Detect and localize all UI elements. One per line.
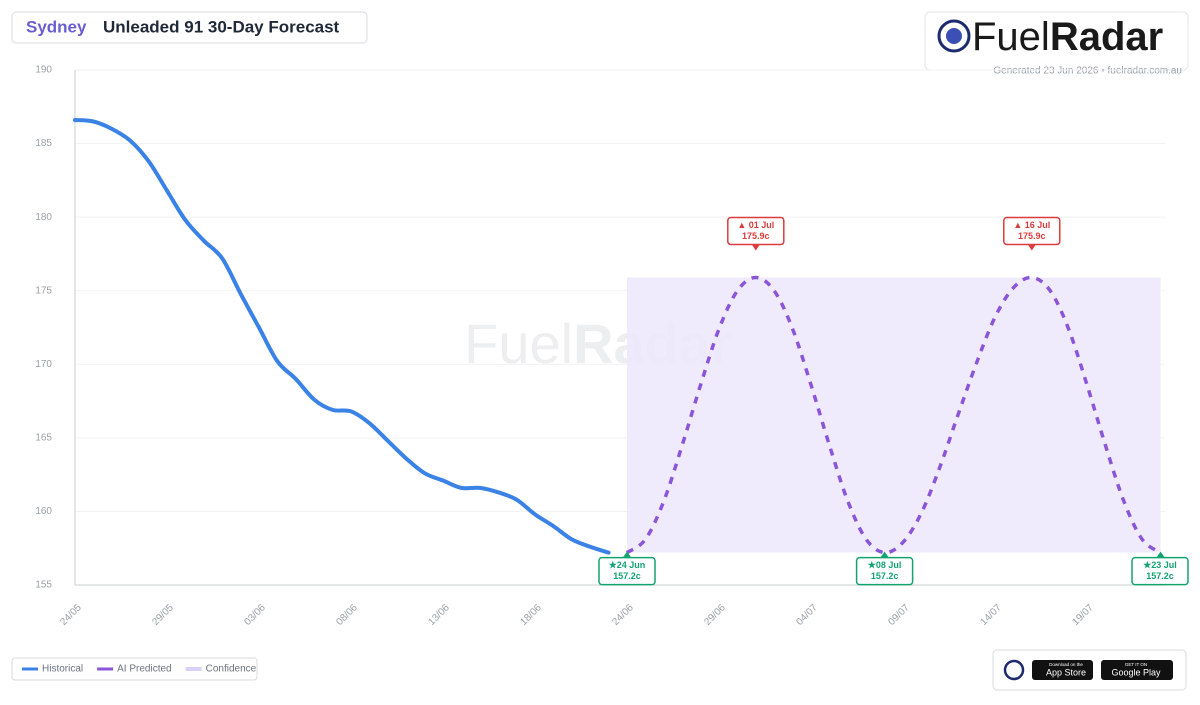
app-store-text: App Store bbox=[1046, 667, 1086, 677]
y-tick-label: 175 bbox=[35, 285, 52, 296]
legend-swatch bbox=[185, 667, 202, 671]
annotation-value: 157.2c bbox=[871, 571, 899, 581]
annotation-value: 157.2c bbox=[613, 571, 641, 581]
app-store-top: Download on the bbox=[1049, 662, 1083, 667]
x-tick-label: 24/06 bbox=[610, 602, 636, 628]
annotation-label: ★08 Jul bbox=[868, 560, 902, 570]
annotation-value: 157.2c bbox=[1146, 571, 1174, 581]
y-tick-label: 180 bbox=[35, 212, 52, 223]
x-tick-label: 29/06 bbox=[702, 602, 728, 628]
x-tick-label: 13/06 bbox=[426, 602, 452, 628]
generated-note: Generated 23 Jun 2026 • fuelradar.com.au bbox=[993, 66, 1182, 77]
watermark-fuel: Fuel bbox=[464, 312, 573, 375]
logo-icon-core bbox=[946, 28, 962, 44]
historical-line bbox=[73, 118, 611, 555]
confidence-band bbox=[627, 277, 1161, 553]
y-tick-label: 190 bbox=[35, 65, 52, 76]
x-tick-label: 09/07 bbox=[886, 602, 912, 628]
y-tick-label: 165 bbox=[35, 432, 52, 443]
y-tick-label: 155 bbox=[35, 580, 52, 591]
annotation-box bbox=[1131, 556, 1189, 586]
badge-icon bbox=[1003, 659, 1025, 681]
y-tick-label: 185 bbox=[35, 138, 52, 149]
google-play-top: GET IT ON bbox=[1125, 662, 1147, 667]
header-box bbox=[11, 11, 368, 44]
legend-box bbox=[11, 657, 258, 681]
annotation-label: ▲ 01 Jul bbox=[737, 220, 774, 230]
x-tick-label: 14/07 bbox=[978, 602, 1004, 628]
logo-fuel: Fuel bbox=[972, 15, 1050, 59]
google-play-text: Google Play bbox=[1111, 667, 1161, 677]
app-store-badge[interactable] bbox=[1032, 660, 1093, 680]
logo-radar: Radar bbox=[1050, 15, 1163, 59]
x-tick-label: 18/06 bbox=[518, 602, 544, 628]
annotation-label: ★24 Jun bbox=[609, 560, 646, 570]
legend-label: AI Predicted bbox=[117, 664, 171, 675]
annotation-box bbox=[855, 556, 914, 586]
annotation-label: ▲ 16 Jul bbox=[1013, 220, 1050, 230]
x-tick-label: 04/07 bbox=[794, 602, 820, 628]
annotation-pointer bbox=[1027, 244, 1036, 251]
annotation-value: 175.9c bbox=[1018, 231, 1046, 241]
annotation-label: ★23 Jul bbox=[1143, 560, 1177, 570]
annotation-pointer bbox=[751, 244, 760, 251]
x-tick-label: 29/05 bbox=[150, 602, 176, 628]
x-tick-label: 08/06 bbox=[334, 602, 360, 628]
title: Unleaded 91 30-Day Forecast bbox=[103, 17, 340, 36]
x-tick-label: 19/07 bbox=[1070, 602, 1096, 628]
predicted-line bbox=[625, 275, 1162, 555]
annotation-value: 175.9c bbox=[742, 231, 770, 241]
legend-label: Confidence bbox=[206, 664, 257, 675]
x-tick-label: 24/05 bbox=[58, 602, 84, 628]
y-tick-label: 170 bbox=[35, 359, 52, 370]
annotation-box bbox=[598, 556, 656, 586]
city: Sydney bbox=[26, 17, 87, 36]
logo-text: FuelRadar bbox=[972, 15, 1163, 59]
x-tick-label: 03/06 bbox=[242, 602, 268, 628]
legend-label: Historical bbox=[42, 664, 83, 675]
google-play-badge[interactable] bbox=[1101, 660, 1173, 680]
y-tick-label: 160 bbox=[35, 506, 52, 517]
